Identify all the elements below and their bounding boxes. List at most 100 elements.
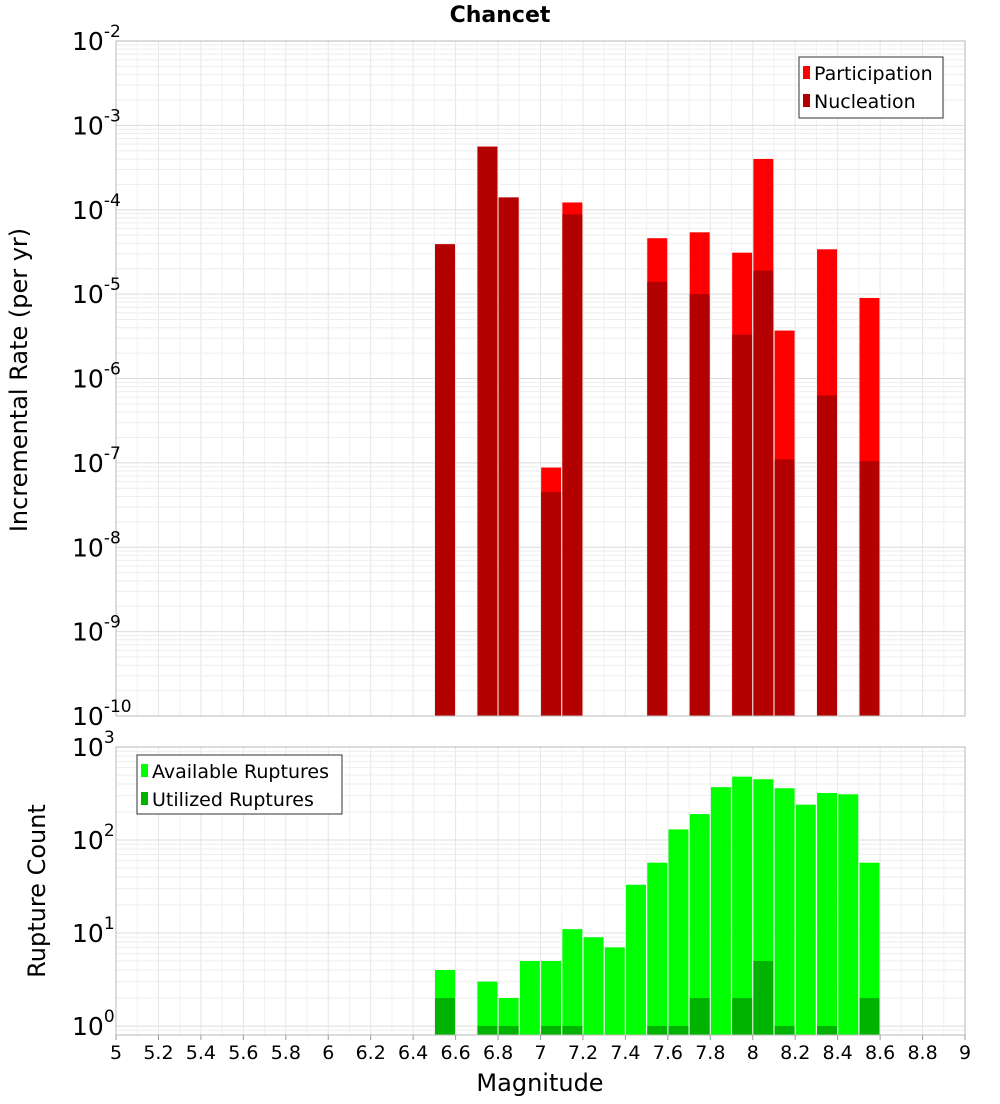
- bottom-bar-available-ruptures: [626, 884, 646, 1035]
- bottom-legend: Available Ruptures Utilized Ruptures: [136, 754, 343, 815]
- top-plot-area: 10-10 10-9 10-8 10-7 10-6 10-5 10-4 10-3 10-2 Par…: [72, 22, 966, 731]
- top-bar-nucleation: [689, 294, 710, 716]
- top-bar-nucleation: [817, 395, 838, 716]
- bottom-bar-utilized-ruptures: [774, 1025, 795, 1035]
- top-legend: Participation Nucleation: [798, 56, 944, 119]
- bottom-y-tick-label: 101: [72, 914, 115, 948]
- top-legend-label: Nucleation: [814, 91, 916, 113]
- x-tick-label: 7.4: [610, 1042, 640, 1064]
- bottom-bar-available-ruptures: [583, 937, 604, 1035]
- top-series-2: [435, 146, 880, 717]
- bottom-bar-utilized-ruptures: [477, 1025, 498, 1035]
- bottom-bar-available-ruptures: [838, 794, 859, 1035]
- top-bar-nucleation: [435, 244, 455, 717]
- top-y-tick-label: 10-5: [72, 275, 121, 309]
- bottom-bar-available-ruptures: [795, 804, 816, 1035]
- top-y-axis-label: Incremental Rate (per yr): [5, 228, 33, 532]
- top-legend-box: [798, 56, 944, 119]
- bottom-bar-available-ruptures: [817, 793, 838, 1035]
- top-y-tick-label: 10-9: [72, 613, 121, 647]
- bottom-legend-swatch: [141, 764, 148, 777]
- bottom-bar-utilized-ruptures: [859, 997, 880, 1035]
- bottom-bar-available-ruptures: [519, 960, 540, 1035]
- bottom-y-ticks: 100 101 102 103: [72, 728, 115, 1041]
- x-tick-label: 9: [959, 1042, 971, 1064]
- bottom-bar-utilized-ruptures: [689, 997, 710, 1035]
- bottom-bar-available-ruptures: [562, 929, 583, 1035]
- bottom-series-2: [435, 960, 880, 1035]
- bottom-bar-available-ruptures: [477, 981, 498, 1035]
- top-bar-nucleation: [477, 146, 498, 716]
- bottom-y-axis-label: Rupture Count: [23, 804, 51, 978]
- x-tick-label: 7.8: [695, 1042, 725, 1064]
- bottom-legend-swatch: [141, 792, 148, 805]
- top-y-ticks: 10-10 10-9 10-8 10-7 10-6 10-5 10-4 10-3 10-2: [72, 22, 132, 731]
- bottom-bar-utilized-ruptures: [668, 1025, 689, 1035]
- top-bar-nucleation: [647, 281, 668, 716]
- bottom-legend-box: [136, 754, 343, 815]
- x-tick-label: 8.6: [865, 1042, 895, 1064]
- top-bar-nucleation: [562, 214, 583, 717]
- top-legend-swatch: [803, 94, 810, 107]
- x-ticks: 5 5.2 5.4 5.6 5.8 6 6.2 6.4 6.6 6.8 7 7.2 7.4 7.6 7.8 8…: [110, 1035, 971, 1064]
- top-gridlines: [115, 41, 966, 717]
- x-axis-label: Magnitude: [476, 1069, 603, 1097]
- top-y-tick-label: 10-3: [72, 106, 121, 140]
- bottom-bar-available-ruptures: [498, 997, 519, 1035]
- bottom-bar-available-ruptures: [859, 862, 880, 1035]
- top-bar-nucleation: [732, 334, 753, 716]
- bottom-y-tick-label: 102: [72, 821, 115, 855]
- x-tick-label: 8.4: [823, 1042, 853, 1064]
- top-bar-nucleation: [498, 197, 519, 717]
- bottom-bar-available-ruptures: [689, 814, 710, 1035]
- x-tick-label: 7.2: [568, 1042, 598, 1064]
- bottom-bar-available-ruptures: [732, 776, 753, 1035]
- top-y-tick-label: 10-7: [72, 444, 121, 478]
- top-legend-swatch: [803, 66, 810, 79]
- bottom-bar-utilized-ruptures: [753, 960, 774, 1035]
- top-bar-nucleation: [774, 459, 795, 716]
- bottom-y-tick-label: 100: [72, 1007, 115, 1041]
- x-tick-label: 8.8: [907, 1042, 937, 1064]
- x-tick-label: 5.8: [271, 1042, 301, 1064]
- bottom-bar-available-ruptures: [647, 862, 668, 1035]
- bottom-bar-utilized-ruptures: [435, 997, 455, 1035]
- top-plot-frame: [115, 40, 966, 717]
- bottom-bar-utilized-ruptures: [817, 1025, 838, 1035]
- x-tick-label: 6: [322, 1042, 334, 1064]
- bottom-bar-utilized-ruptures: [541, 1025, 562, 1035]
- top-y-tick-label: 10-4: [72, 191, 121, 225]
- bottom-bar-available-ruptures: [710, 787, 731, 1035]
- bottom-bar-available-ruptures: [604, 947, 625, 1035]
- bottom-legend-label: Utilized Ruptures: [152, 789, 314, 811]
- x-tick-label: 5.6: [228, 1042, 258, 1064]
- x-tick-label: 6.2: [356, 1042, 386, 1064]
- bottom-bar-utilized-ruptures: [498, 1025, 519, 1035]
- chart-title: Chancet: [450, 3, 551, 28]
- x-tick-label: 5.2: [143, 1042, 173, 1064]
- top-y-tick-label: 10-6: [72, 360, 121, 394]
- bottom-bar-utilized-ruptures: [732, 997, 753, 1035]
- bottom-bar-available-ruptures: [668, 829, 689, 1035]
- bottom-bar-available-ruptures: [541, 960, 562, 1035]
- x-tick-label: 5.4: [186, 1042, 216, 1064]
- x-tick-label: 8.2: [780, 1042, 810, 1064]
- bottom-series-1: [435, 776, 880, 1035]
- top-y-tick-label: 10-8: [72, 528, 121, 562]
- bottom-bar-available-ruptures: [774, 788, 795, 1035]
- top-y-tick-label: 10-2: [72, 22, 121, 56]
- bottom-bar-utilized-ruptures: [647, 1025, 668, 1035]
- bottom-bar-utilized-ruptures: [562, 1025, 583, 1035]
- x-tick-label: 8: [747, 1042, 759, 1064]
- top-legend-label: Participation: [814, 63, 933, 85]
- top-bar-nucleation: [541, 492, 562, 716]
- top-bar-nucleation: [753, 270, 774, 716]
- top-y-tick-label: 10-10: [72, 697, 132, 731]
- bottom-y-tick-label: 103: [72, 728, 115, 762]
- x-tick-label: 5: [110, 1042, 122, 1064]
- top-bar-nucleation: [859, 461, 880, 716]
- x-tick-label: 6.8: [483, 1042, 513, 1064]
